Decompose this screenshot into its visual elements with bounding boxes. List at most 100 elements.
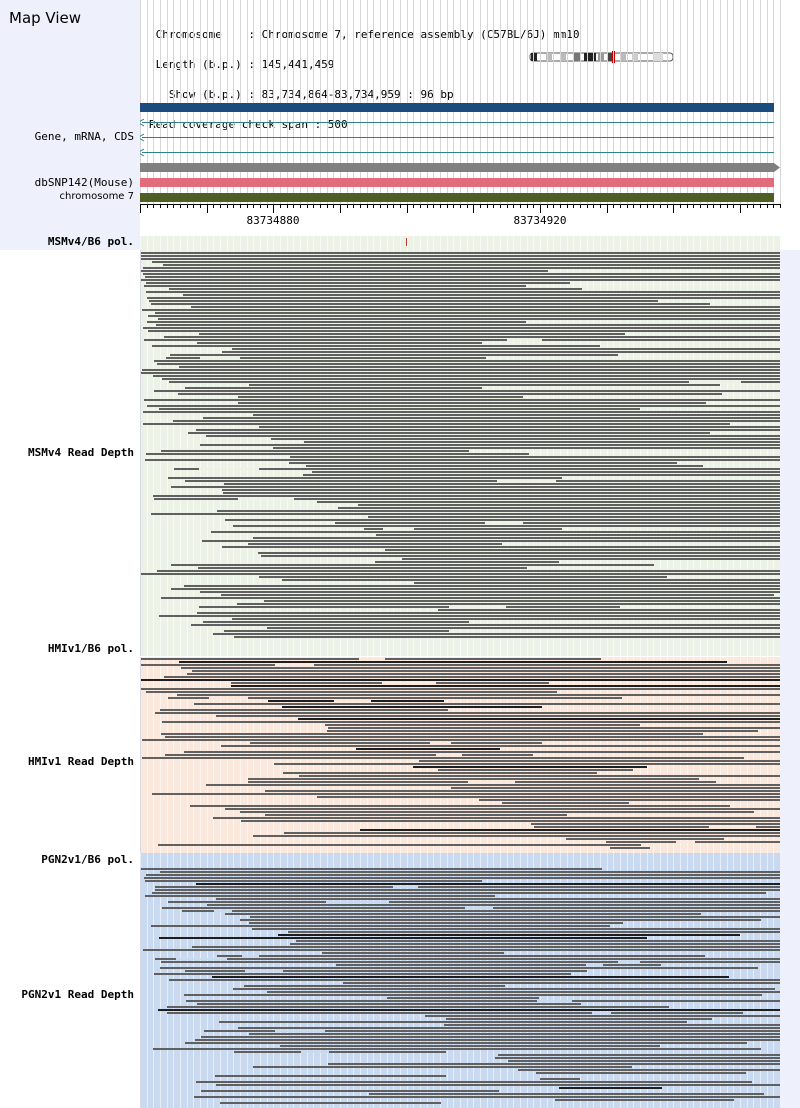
read[interactable]	[273, 447, 780, 449]
read[interactable]	[360, 829, 780, 831]
read[interactable]	[555, 1099, 734, 1101]
read[interactable]	[143, 411, 780, 413]
read[interactable]	[225, 913, 701, 915]
read[interactable]	[282, 579, 780, 581]
read[interactable]	[178, 393, 722, 395]
read[interactable]	[184, 994, 762, 996]
read[interactable]	[155, 712, 780, 714]
read[interactable]	[248, 778, 699, 780]
read[interactable]	[164, 336, 780, 338]
read[interactable]	[438, 769, 633, 771]
read[interactable]	[559, 1087, 662, 1089]
read[interactable]	[159, 408, 640, 410]
read[interactable]	[518, 1069, 780, 1071]
read[interactable]	[248, 543, 502, 545]
read[interactable]	[152, 345, 600, 347]
read[interactable]	[185, 970, 587, 972]
read[interactable]	[182, 910, 780, 912]
read[interactable]	[244, 985, 505, 987]
read[interactable]	[168, 697, 622, 699]
read[interactable]	[413, 766, 647, 768]
read[interactable]	[158, 318, 780, 320]
read[interactable]	[212, 976, 729, 978]
read[interactable]	[167, 1012, 743, 1014]
read[interactable]	[222, 351, 780, 353]
read[interactable]	[225, 519, 780, 521]
read[interactable]	[183, 294, 780, 296]
read[interactable]	[155, 958, 780, 960]
read[interactable]	[338, 507, 780, 509]
read[interactable]	[147, 405, 780, 407]
read[interactable]	[142, 369, 780, 371]
read[interactable]	[161, 961, 780, 963]
read[interactable]	[153, 375, 780, 377]
read[interactable]	[259, 576, 667, 578]
read[interactable]	[160, 967, 758, 969]
read[interactable]	[498, 1054, 780, 1056]
read[interactable]	[221, 745, 780, 747]
read[interactable]	[368, 516, 780, 518]
read[interactable]	[148, 330, 780, 332]
read[interactable]	[184, 751, 780, 753]
read[interactable]	[153, 495, 780, 497]
read[interactable]	[219, 1021, 687, 1023]
read[interactable]	[142, 309, 780, 311]
read[interactable]	[249, 922, 623, 924]
read[interactable]	[290, 943, 780, 945]
read[interactable]	[154, 498, 780, 500]
read[interactable]	[206, 435, 780, 437]
read[interactable]	[252, 928, 780, 930]
read[interactable]	[143, 267, 780, 269]
read[interactable]	[317, 796, 780, 798]
read[interactable]	[451, 787, 780, 789]
read[interactable]	[197, 1003, 581, 1005]
read[interactable]	[238, 396, 523, 398]
read[interactable]	[147, 321, 526, 323]
read[interactable]	[141, 372, 780, 374]
read[interactable]	[282, 706, 542, 708]
read[interactable]	[289, 462, 677, 464]
read[interactable]	[369, 1093, 764, 1095]
read[interactable]	[253, 537, 780, 539]
read[interactable]	[166, 357, 486, 359]
read[interactable]	[414, 582, 780, 584]
read[interactable]	[225, 808, 780, 810]
read[interactable]	[495, 1057, 780, 1059]
read[interactable]	[200, 444, 780, 446]
read[interactable]	[335, 522, 780, 524]
read[interactable]	[196, 429, 780, 431]
chromosome-bar[interactable]	[140, 193, 774, 202]
read[interactable]	[237, 603, 780, 605]
read[interactable]	[187, 673, 780, 675]
read[interactable]	[306, 465, 703, 467]
read[interactable]	[191, 624, 780, 626]
read[interactable]	[165, 736, 780, 738]
read[interactable]	[177, 694, 780, 696]
read[interactable]	[250, 916, 780, 918]
read[interactable]	[199, 333, 625, 335]
read[interactable]	[144, 285, 526, 287]
read[interactable]	[343, 982, 780, 984]
read[interactable]	[143, 327, 780, 329]
read[interactable]	[238, 1027, 780, 1029]
read[interactable]	[312, 471, 780, 473]
read[interactable]	[296, 940, 780, 942]
read[interactable]	[203, 417, 780, 419]
read[interactable]	[144, 877, 780, 879]
read[interactable]	[202, 540, 780, 542]
read[interactable]	[160, 871, 780, 873]
read[interactable]	[190, 805, 730, 807]
read[interactable]	[145, 880, 482, 882]
read[interactable]	[142, 739, 780, 741]
read[interactable]	[169, 979, 780, 981]
read[interactable]	[283, 772, 597, 774]
read[interactable]	[152, 892, 766, 894]
read[interactable]	[140, 255, 780, 257]
read[interactable]	[610, 847, 650, 849]
read[interactable]	[200, 591, 780, 593]
read[interactable]	[171, 588, 780, 590]
read[interactable]	[217, 510, 780, 512]
read[interactable]	[376, 534, 780, 536]
read[interactable]	[161, 733, 703, 735]
read[interactable]	[261, 555, 780, 557]
